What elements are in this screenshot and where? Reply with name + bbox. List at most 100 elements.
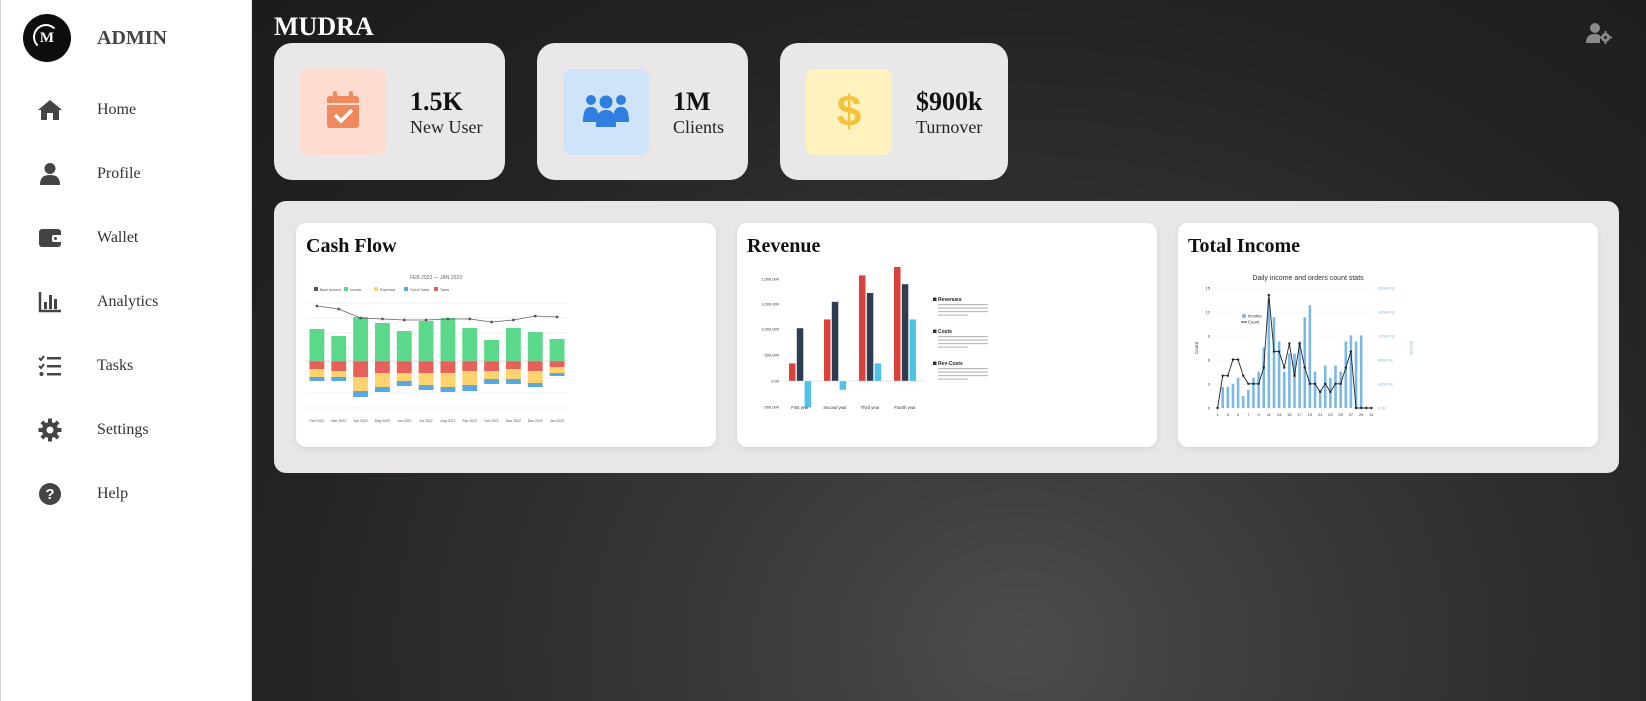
total-income-card[interactable]: Total Income Daily income and orders cou… <box>1178 223 1598 447</box>
tasks-list-icon <box>37 353 63 379</box>
y2-tick-label: 16000 Rs <box>1378 310 1395 315</box>
svg-text:?: ? <box>45 486 54 503</box>
legend-text-line <box>938 311 988 313</box>
legend-label: Revenues <box>938 297 962 303</box>
count-point <box>1283 366 1286 369</box>
income-bar <box>1334 365 1337 408</box>
count-point <box>1318 390 1322 394</box>
sidebar-item-help[interactable]: ? Help <box>1 470 253 518</box>
stat-label: New User <box>410 117 483 137</box>
income-bar <box>1277 341 1281 408</box>
legend-label: Rev-Costs <box>938 361 963 367</box>
sidebar-item-analytics[interactable]: Analytics <box>1 278 253 326</box>
stat-icon-box <box>300 69 386 155</box>
sidebar-item-wallet[interactable]: Wallet <box>1 214 253 262</box>
sidebar-item-settings[interactable]: Settings <box>1 406 253 454</box>
income-bar <box>1282 371 1286 408</box>
x-tick-label: Second year <box>823 405 847 410</box>
income-bar <box>1339 371 1342 408</box>
bar-segment <box>331 336 347 361</box>
income-bar <box>1318 389 1322 408</box>
gear-icon <box>37 417 63 443</box>
count-point <box>1365 406 1368 410</box>
y-tick-label: 1,500,000 <box>761 277 780 282</box>
dollar-icon: $ <box>834 87 864 137</box>
income-bar <box>1354 341 1358 408</box>
sidebar-item-profile[interactable]: Profile <box>1 150 253 198</box>
bar-segment <box>374 373 390 387</box>
bar-segment <box>418 373 434 385</box>
y-tick-label: -500,000 <box>763 405 780 410</box>
cash-flow-chart: FEB 2022 — JAN 2023 Bank Amount Income Exp… <box>306 275 568 423</box>
income-bar <box>1303 317 1307 408</box>
y-tick-label: 9 <box>1208 334 1211 339</box>
logo[interactable]: M <box>23 14 71 62</box>
income-bar <box>1323 365 1327 408</box>
y-axis-label: Count <box>1194 341 1199 354</box>
stat-card-clients[interactable]: 1M Clients <box>537 43 748 180</box>
count-point <box>1313 382 1317 385</box>
y-tick-label: 1,000,000 <box>761 327 780 332</box>
count-point <box>1267 293 1271 297</box>
x-tick-label: 23 <box>1328 412 1333 417</box>
stat-card-turnover[interactable]: $ $900k Turnover <box>780 43 1008 180</box>
x-tick-label: 31 <box>1369 412 1374 417</box>
stat-card-new-user[interactable]: 1.5K New User <box>274 43 505 180</box>
income-bar <box>1267 299 1271 408</box>
bar <box>874 363 882 381</box>
bar-segment <box>549 373 565 376</box>
revenue-card[interactable]: Revenue 1,500,000 1,000,000 1,000,000 500,0… <box>737 223 1157 447</box>
x-tick-label: 19 <box>1308 412 1313 417</box>
user-gear-icon[interactable] <box>1586 22 1612 44</box>
chart-subtitle: FEB 2022 — JAN 2023 <box>410 275 462 281</box>
income-bar <box>1226 386 1230 408</box>
brand[interactable]: M ADMIN <box>23 14 167 62</box>
x-tick-label: Jul 2022 <box>419 419 432 423</box>
legend-text-line <box>938 336 988 338</box>
bar-segment <box>462 371 478 385</box>
bar-segment <box>527 371 543 383</box>
legend-text-line <box>938 346 968 348</box>
x-tick-label: Aug 2022 <box>440 419 455 423</box>
income-bar <box>1313 371 1317 408</box>
cash-flow-card[interactable]: Cash Flow FEB 2022 — JAN 2023 Bank Amoun… <box>296 223 716 447</box>
count-point <box>1257 382 1260 385</box>
line-point <box>337 307 341 311</box>
legend-label: Count <box>1248 320 1260 325</box>
users-icon <box>582 92 630 133</box>
count-point <box>1226 374 1230 377</box>
income-bar <box>1344 341 1348 408</box>
sidebar-item-home[interactable]: Home <box>1 86 253 134</box>
bar-segment <box>331 377 347 381</box>
count-point <box>1344 366 1347 369</box>
stat-value: 1.5K <box>410 87 463 116</box>
bar-segment <box>440 361 456 373</box>
income-bar <box>1221 386 1224 408</box>
line-point <box>446 317 450 321</box>
legend-label: Out of Sales <box>410 288 430 292</box>
x-tick-label: Feb 2022 <box>310 419 325 423</box>
bar-segment <box>462 385 478 391</box>
legend-text-line <box>938 343 988 345</box>
y-tick-label: 0 <box>1208 406 1211 411</box>
chart-title: Cash Flow <box>306 235 397 257</box>
bar <box>839 381 847 390</box>
main-content: MUDRA 1.5K New User <box>253 0 1646 701</box>
line-point <box>424 318 428 322</box>
calendar-check-icon <box>325 90 361 135</box>
legend-label: Income <box>350 288 362 292</box>
bar-segment <box>396 331 412 361</box>
bar-segment <box>418 361 434 373</box>
legend-swatch <box>933 361 937 365</box>
page-title: MUDRA <box>274 12 374 41</box>
chart-subtitle: Daily income and orders count stats <box>1252 275 1364 282</box>
bar-segment <box>353 317 369 361</box>
sidebar-item-tasks[interactable]: Tasks <box>1 342 253 390</box>
stat-value: 1M <box>673 87 711 116</box>
x-tick-label: Fourth year <box>894 405 916 410</box>
legend-text-line <box>938 307 988 309</box>
income-bar <box>1247 389 1250 408</box>
bar-segment <box>374 361 390 373</box>
stat-icon-box <box>563 69 649 155</box>
bar-segment <box>527 332 543 361</box>
